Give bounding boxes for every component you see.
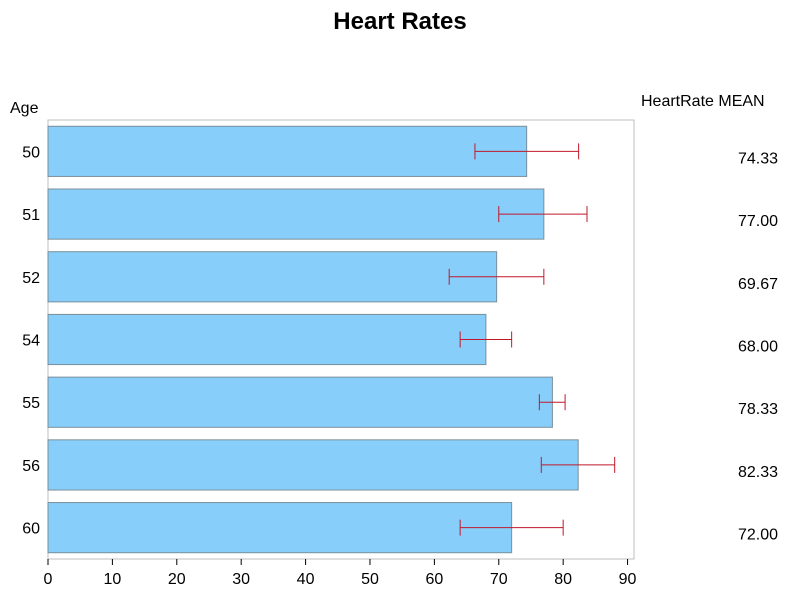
mean-value-60: 72.00 — [738, 527, 778, 544]
bar-54 — [47, 313, 487, 366]
category-label-56: 56 — [22, 458, 40, 475]
x-tick-label-30: 30 — [232, 571, 250, 588]
x-tick-label-60: 60 — [425, 571, 443, 588]
category-label-55: 55 — [22, 395, 40, 412]
mean-column-header: HeartRate MEAN — [641, 93, 765, 110]
bar-51 — [47, 188, 545, 240]
x-tick-label-40: 40 — [297, 571, 315, 588]
x-tick-label-70: 70 — [490, 571, 508, 588]
bar-56 — [47, 439, 579, 491]
x-tick-label-10: 10 — [103, 571, 121, 588]
x-tick-label-0: 0 — [44, 571, 53, 588]
x-tick-label-80: 80 — [554, 571, 572, 588]
mean-value-54: 68.00 — [738, 339, 778, 356]
x-tick-label-20: 20 — [168, 571, 186, 588]
chart-title: Heart Rates — [333, 8, 467, 35]
category-label-52: 52 — [22, 270, 40, 287]
mean-value-50: 74.33 — [738, 150, 778, 167]
mean-value-56: 82.33 — [738, 464, 778, 481]
x-tick-label-50: 50 — [361, 571, 379, 588]
bar-50 — [47, 125, 528, 177]
category-label-50: 50 — [22, 144, 40, 161]
category-axis-label: Age — [10, 100, 39, 117]
category-label-60: 60 — [22, 521, 40, 538]
x-tick-label-90: 90 — [619, 571, 637, 588]
mean-value-55: 78.33 — [738, 401, 778, 418]
mean-value-52: 69.67 — [738, 276, 778, 293]
category-label-51: 51 — [22, 207, 40, 224]
bar-55 — [47, 376, 553, 428]
bar-60 — [47, 502, 513, 554]
category-label-54: 54 — [22, 333, 40, 350]
mean-value-51: 77.00 — [738, 213, 778, 230]
bar-52 — [47, 251, 498, 303]
